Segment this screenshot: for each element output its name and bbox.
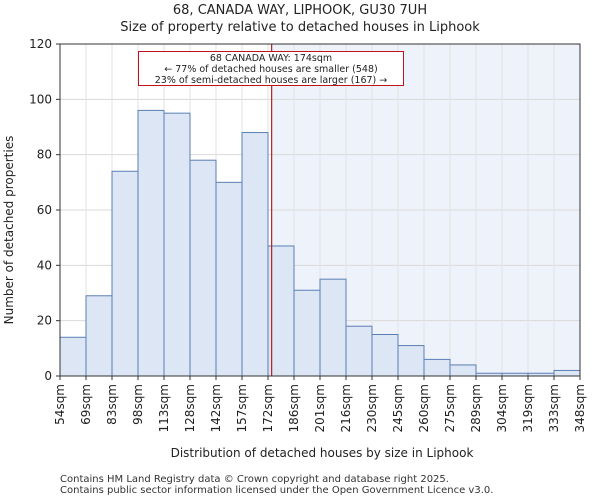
x-tick-label: 83sqm (105, 384, 119, 425)
annotation-line-2: ← 77% of detached houses are smaller (54… (164, 64, 378, 75)
x-tick-label: 230sqm (365, 384, 379, 432)
chart-title: 68, CANADA WAY, LIPHOOK, GU30 7UH (172, 3, 428, 18)
x-tick-label: 275sqm (443, 384, 457, 432)
x-tick-label: 201sqm (313, 384, 327, 432)
annotation-box: 68 CANADA WAY: 174sqm ← 77% of detached … (138, 51, 404, 86)
bar (371, 334, 399, 377)
y-tick-label: 100 (29, 92, 52, 106)
y-tick-label: 40 (37, 258, 52, 272)
bar (449, 364, 477, 377)
footer-line-2: Contains public sector information licen… (60, 485, 494, 496)
bar (137, 109, 165, 377)
bar (59, 336, 87, 377)
annotation-line-1: 68 CANADA WAY: 174sqm (209, 53, 333, 64)
x-tick-label: 186sqm (287, 384, 301, 432)
footer-line-1: Contains HM Land Registry data © Crown c… (60, 474, 449, 485)
x-axis-label: Distribution of detached houses by size … (171, 446, 474, 460)
annotation-line-3: 23% of semi-detached houses are larger (… (154, 75, 388, 86)
x-tick-label: 216sqm (339, 384, 353, 432)
bar (397, 345, 425, 377)
bar (163, 112, 191, 377)
x-tick-label: 113sqm (157, 384, 171, 432)
y-tick-label: 0 (44, 369, 52, 383)
bar (293, 289, 321, 377)
y-tick-labels: 0 20 40 60 80 100 120 (29, 37, 60, 383)
x-tick-label: 142sqm (209, 384, 223, 432)
x-tick-label: 54sqm (53, 384, 67, 425)
x-tick-label: 128sqm (183, 384, 197, 432)
x-tick-label: 289sqm (469, 384, 483, 432)
bar (319, 278, 347, 377)
x-tick-label: 304sqm (495, 384, 509, 432)
x-tick-label: 69sqm (79, 384, 93, 425)
chart-subtitle: Size of property relative to detached ho… (120, 20, 480, 35)
bar (189, 159, 217, 377)
bar (553, 369, 581, 377)
x-tick-label: 157sqm (235, 384, 249, 432)
x-tick-label: 245sqm (391, 384, 405, 432)
x-tick-label: 98sqm (131, 384, 145, 425)
bar (215, 181, 243, 377)
y-tick-label: 60 (37, 203, 52, 217)
bar (345, 325, 373, 377)
bar (85, 295, 113, 377)
x-tick-labels: 54sqm 69sqm 83sqm 98sqm 113sqm 128sqm 142sqm 15… (53, 376, 587, 432)
x-tick-label: 333sqm (547, 384, 561, 432)
x-tick-label: 319sqm (521, 384, 535, 432)
x-tick-label: 172sqm (261, 384, 275, 432)
bar (241, 132, 269, 377)
bar (111, 170, 139, 377)
y-axis-label: Number of detached properties (2, 136, 16, 325)
x-tick-label: 260sqm (417, 384, 431, 432)
y-tick-label: 80 (37, 148, 52, 162)
bar (423, 358, 451, 377)
x-tick-label: 348sqm (573, 384, 587, 432)
y-tick-label: 120 (29, 37, 52, 51)
y-tick-label: 20 (37, 314, 52, 328)
